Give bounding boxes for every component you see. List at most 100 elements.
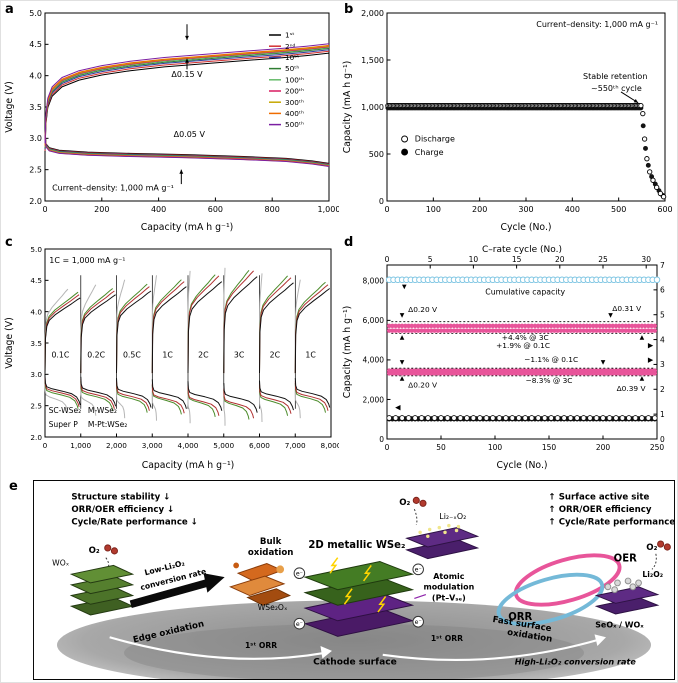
svg-text:+1.9% @ 0.1C: +1.9% @ 0.1C [496,341,550,350]
svg-text:▶: ▶ [648,356,654,364]
svg-text:20: 20 [555,255,565,264]
svg-text:SC-WSe₂: SC-WSe₂ [49,406,82,415]
panel-label-a: a [5,2,14,17]
svg-text:150: 150 [542,443,557,452]
svg-text:−1.1% @ 0.1C: −1.1% @ 0.1C [524,355,578,364]
svg-text:M-WSe₂: M-WSe₂ [88,406,117,415]
cathode-surface-inner [124,623,584,680]
svg-text:▼: ▼ [400,312,405,319]
svg-text:4: 4 [660,335,665,344]
svg-text:Cycle (No.): Cycle (No.) [500,222,551,233]
svg-text:5,000: 5,000 [213,441,234,450]
svg-text:Δ0.39 V: Δ0.39 V [617,384,646,393]
o2-molecule-left-icon [104,544,118,555]
wox-stack [69,564,135,616]
svg-text:Δ0.15 V: Δ0.15 V [171,70,203,79]
svg-text:Charge: Charge [415,148,444,157]
svg-text:Current–density: 1,000 mA g⁻¹: Current–density: 1,000 mA g⁻¹ [536,20,658,29]
orr-ring [496,572,605,627]
svg-text:5.0: 5.0 [30,245,42,254]
panel-c-chart: 0 1,000 2,000 3,000 4,000 5,000 6,000 7,000 8,00… [3,241,342,471]
svg-text:0.5C: 0.5C [123,350,141,359]
electron-badge: e⁻ [293,617,306,630]
electron-badge: e⁻ [412,563,424,576]
right-flow-arrow [382,638,601,662]
svg-text:Capacity (mA h g⁻¹): Capacity (mA h g⁻¹) [342,306,353,399]
right-effect-1: ↑ Surface active site [549,492,650,502]
panel-label-d: d [344,235,354,250]
svg-text:2: 2 [660,385,665,394]
lightning-icon [343,588,353,605]
svg-text:▼: ▼ [402,284,407,291]
bulk-oxidation-cluster [229,562,292,606]
svg-text:250: 250 [650,443,665,452]
svg-text:30: 30 [641,255,651,264]
svg-text:Capacity (mA h g⁻¹): Capacity (mA h g⁻¹) [342,61,353,154]
svg-text:4.5: 4.5 [30,276,42,285]
svg-text:Capacity (mA h g⁻¹): Capacity (mA h g⁻¹) [141,222,234,233]
panel-label-e: e [9,479,18,494]
svg-text:400: 400 [565,205,580,214]
svg-text:▶: ▶ [648,342,654,350]
atomic-modulation-pointer [414,594,427,599]
li2-xo2-slab [405,523,480,560]
svg-text:2C: 2C [270,350,281,359]
o2-label-top: O₂ [399,498,410,508]
svg-text:50: 50 [436,443,446,452]
svg-text:2,000: 2,000 [363,395,385,404]
svg-text:0: 0 [43,441,48,450]
svg-text:500ᵗʰ: 500ᵗʰ [285,120,304,129]
svg-text:▼: ▼ [400,359,405,366]
o2-molecule-right-icon [657,540,671,551]
cathode-surface-label: Cathode surface [313,656,397,667]
oer-ring [513,553,622,607]
svg-text:e⁻: e⁻ [415,567,422,574]
svg-text:1ˢᵗ: 1ˢᵗ [285,31,295,40]
svg-text:400: 400 [151,205,166,214]
o2-to-seox-arrow [651,553,657,570]
atomic-modulation-2: modulation [423,583,474,592]
svg-text:2ⁿᵈ: 2ⁿᵈ [285,42,296,51]
panel-label-c: c [5,235,13,250]
svg-text:Stable retention: Stable retention [583,72,647,81]
svg-text:25: 25 [598,255,608,264]
bulk-oxidation-label-2: oxidation [248,548,294,558]
svg-text:2,000: 2,000 [106,441,127,450]
svg-text:15: 15 [512,255,522,264]
svg-text:Cycle (No.): Cycle (No.) [496,460,547,471]
svg-text:1,500: 1,500 [361,56,384,65]
svg-text:~550ᵗʰ cycle: ~550ᵗʰ cycle [591,84,642,93]
svg-text:6,000: 6,000 [363,316,385,325]
svg-text:Δ0.20 V: Δ0.20 V [408,305,437,314]
left-flow-arrow [109,636,326,660]
svg-text:500: 500 [611,205,626,214]
svg-text:▲: ▲ [400,334,405,341]
atomic-modulation-1: Atomic [433,572,464,581]
svg-text:1,000: 1,000 [70,441,91,450]
svg-text:2.0: 2.0 [30,433,42,442]
svg-text:10ᵗʰ: 10ᵗʰ [285,53,299,62]
svg-text:e⁻: e⁻ [296,621,303,628]
svg-text:0: 0 [384,205,389,214]
svg-text:3.5: 3.5 [29,103,42,112]
svg-text:0: 0 [42,205,47,214]
svg-text:200: 200 [94,205,109,214]
o2-to-wox-arrow [105,557,110,572]
svg-text:0: 0 [379,197,384,206]
high-rate-label: High-Li₂O₂ conversion rate [515,656,637,666]
seox-slab [594,577,660,615]
svg-text:8,000: 8,000 [363,277,385,286]
svg-text:3C: 3C [234,350,245,359]
svg-text:e⁻: e⁻ [296,571,303,578]
first-orr-right-label: 1ˢᵗ ORR [431,634,463,643]
svg-text:Current–density: 1,000 mA g⁻¹: Current–density: 1,000 mA g⁻¹ [52,183,174,192]
svg-text:0: 0 [385,443,390,452]
o2-to-slab-arrow [413,508,418,525]
left-flow-arrowhead [320,646,332,659]
svg-text:500: 500 [369,150,384,159]
svg-text:Discharge: Discharge [415,135,455,144]
svg-text:4,000: 4,000 [178,441,199,450]
svg-text:Voltage (V): Voltage (V) [4,81,15,132]
bulk-oxidation-label-1: Bulk [260,537,282,547]
